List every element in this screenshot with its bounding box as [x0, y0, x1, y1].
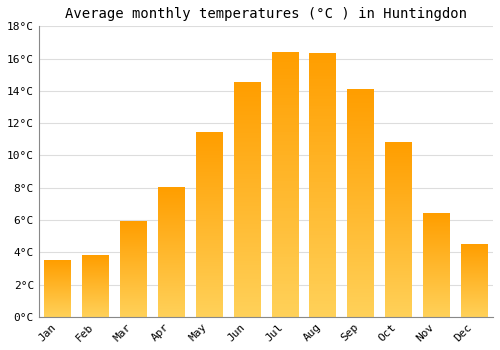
Title: Average monthly temperatures (°C ) in Huntingdon: Average monthly temperatures (°C ) in Hu… — [65, 7, 467, 21]
